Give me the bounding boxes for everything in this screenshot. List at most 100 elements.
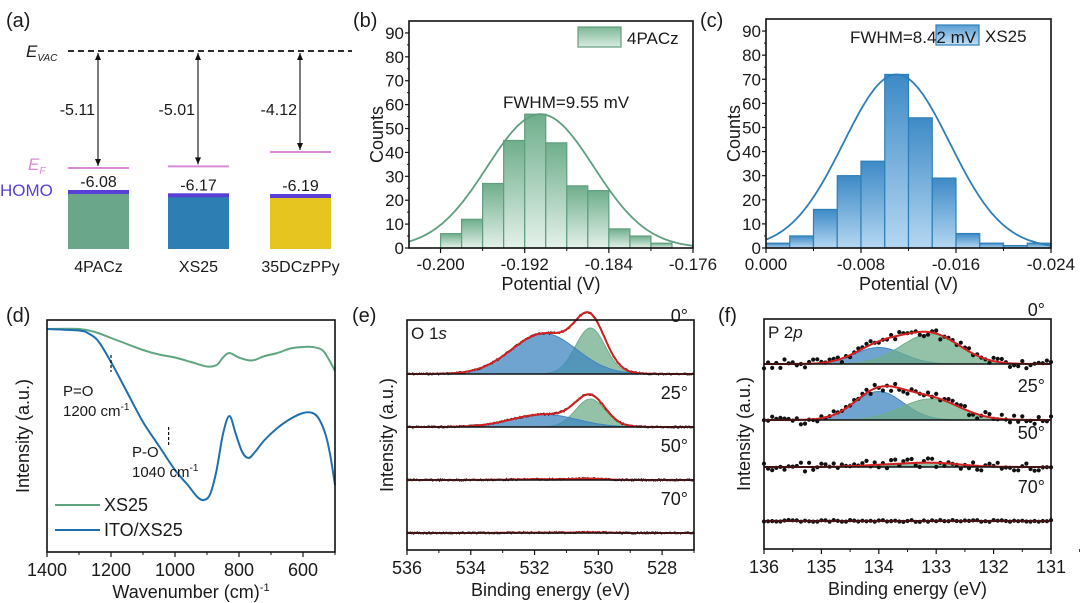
data-point bbox=[893, 457, 898, 462]
data-point bbox=[770, 365, 775, 370]
data-point bbox=[958, 340, 963, 345]
data-point bbox=[802, 469, 808, 474]
data-point bbox=[872, 460, 877, 465]
panel-c-histogram-xs25: 0 10 20 30 40 50 60 70 80 90 0.000 -0.008 -0.016 -0.0… bbox=[724, 18, 1075, 294]
histogram-bar bbox=[860, 160, 886, 249]
data-point bbox=[905, 391, 910, 396]
arrow-head-down bbox=[195, 157, 201, 165]
data-point bbox=[901, 389, 906, 394]
material-label: XS25 bbox=[179, 259, 218, 276]
x-tick-label: -0.176 bbox=[669, 255, 717, 274]
data-point bbox=[921, 334, 927, 339]
data-point bbox=[864, 458, 869, 463]
panel-label-c: (c) bbox=[700, 10, 723, 32]
panel-f-xps-p2p: 0° 25° 50° 70° 136 135 134 133 132 131 Binding ene… bbox=[734, 300, 1080, 599]
angle-label: 50° bbox=[1018, 423, 1045, 443]
data-point bbox=[831, 409, 836, 414]
y-tick-label: 30 bbox=[385, 167, 404, 186]
histogram-bar bbox=[907, 117, 933, 249]
y-tick-label: 20 bbox=[385, 191, 404, 210]
homo-level-line bbox=[270, 194, 331, 198]
x-tick-label: 132 bbox=[979, 557, 1009, 577]
data-point bbox=[889, 458, 894, 463]
angle-label: 70° bbox=[661, 489, 688, 509]
data-point bbox=[778, 365, 783, 370]
homo-level-line bbox=[68, 190, 129, 194]
data-point bbox=[987, 412, 992, 417]
data-point bbox=[1044, 358, 1049, 363]
x-tick-label: -0.024 bbox=[1027, 255, 1075, 274]
x-tick-label: -0.008 bbox=[837, 255, 885, 274]
y-tick-label: 20 bbox=[742, 191, 761, 210]
orbital-label: s bbox=[438, 324, 447, 343]
data-point bbox=[925, 390, 931, 395]
data-point bbox=[905, 457, 910, 462]
data-point bbox=[893, 381, 898, 387]
data-point bbox=[1012, 468, 1017, 473]
x-axis-label: Wavenumber (cm)-1 bbox=[112, 582, 269, 602]
work-function-label: -4.12 bbox=[261, 102, 298, 119]
x-tick-label: 528 bbox=[647, 558, 677, 578]
data-point bbox=[938, 337, 943, 342]
histogram-bar bbox=[524, 113, 547, 249]
legend-label: XS25 bbox=[985, 27, 1027, 46]
legend-label: ITO/XS25 bbox=[104, 520, 183, 540]
x-tick-label: 536 bbox=[392, 558, 422, 578]
x-tick-label: 600 bbox=[288, 560, 318, 580]
homo-level-line bbox=[168, 193, 229, 198]
x-tick-label: -0.016 bbox=[932, 255, 980, 274]
panel-d-ftir: XS25 ITO/XS25 P=O 1200 cm-1 P-O 1040 cm-1 1400… bbox=[13, 319, 336, 602]
material-label: 35DCzPPy bbox=[261, 259, 339, 276]
y-tick-label: 40 bbox=[742, 143, 761, 162]
data-point bbox=[897, 330, 902, 335]
data-point bbox=[995, 460, 1000, 465]
y-axis-label: Intensity (a.u.) bbox=[13, 379, 33, 493]
data-point bbox=[770, 414, 775, 419]
arrow-head-up bbox=[95, 53, 101, 60]
core-level-label: O 1s bbox=[411, 324, 447, 343]
plot-frame bbox=[406, 319, 695, 551]
series-line-xs25 bbox=[46, 327, 336, 372]
data-point bbox=[917, 332, 922, 337]
data-point bbox=[999, 412, 1004, 417]
data-point bbox=[966, 346, 972, 351]
data-point bbox=[770, 468, 775, 473]
y-axis-label: Intensity (a.u.) bbox=[734, 377, 754, 491]
histogram-bar bbox=[545, 142, 568, 249]
data-point bbox=[950, 398, 955, 403]
annotation-label: P=O bbox=[63, 383, 93, 400]
orbital-label: p bbox=[792, 323, 802, 342]
x-tick-label: 534 bbox=[456, 558, 486, 578]
y-tick-label: 70 bbox=[385, 72, 404, 91]
x-tick-label: 136 bbox=[749, 557, 779, 577]
x-tick-label: 1000 bbox=[155, 560, 195, 580]
data-point bbox=[983, 410, 988, 415]
panel-label-f: (f) bbox=[718, 305, 737, 327]
data-point bbox=[807, 460, 812, 465]
data-point bbox=[778, 415, 783, 420]
data-point bbox=[925, 456, 931, 461]
data-point bbox=[864, 387, 869, 392]
x-tick-label: 532 bbox=[520, 558, 550, 578]
x-tick-label: -0.192 bbox=[501, 255, 549, 274]
histogram-bar bbox=[460, 218, 484, 249]
histogram-bar bbox=[812, 208, 838, 249]
annotation-wavenumber: 1200 cm-1 bbox=[63, 402, 130, 420]
series-line-ito-xs25 bbox=[46, 328, 336, 502]
panel-label-b: (b) bbox=[353, 10, 377, 32]
fit-component-area bbox=[407, 413, 694, 428]
x-axis-label: Potential (V) bbox=[859, 274, 958, 294]
panel-a-energy-diagram: EVAC EF HOMO -5.11 -6.08 4PACz -5.01 -6.17 XS… bbox=[0, 42, 352, 276]
data-point bbox=[815, 357, 820, 362]
y-tick-label: 0 bbox=[395, 239, 404, 258]
annotation-wavenumber: 1040 cm-1 bbox=[132, 463, 199, 481]
work-function-label: -5.01 bbox=[159, 102, 196, 119]
data-point bbox=[930, 456, 935, 461]
data-point bbox=[819, 461, 824, 466]
data-point bbox=[991, 355, 996, 360]
x-tick-label: 800 bbox=[224, 560, 254, 580]
data-point bbox=[1036, 468, 1041, 473]
data-point bbox=[995, 356, 1000, 361]
data-point bbox=[860, 461, 865, 466]
x-tick-label: 134 bbox=[864, 557, 894, 577]
